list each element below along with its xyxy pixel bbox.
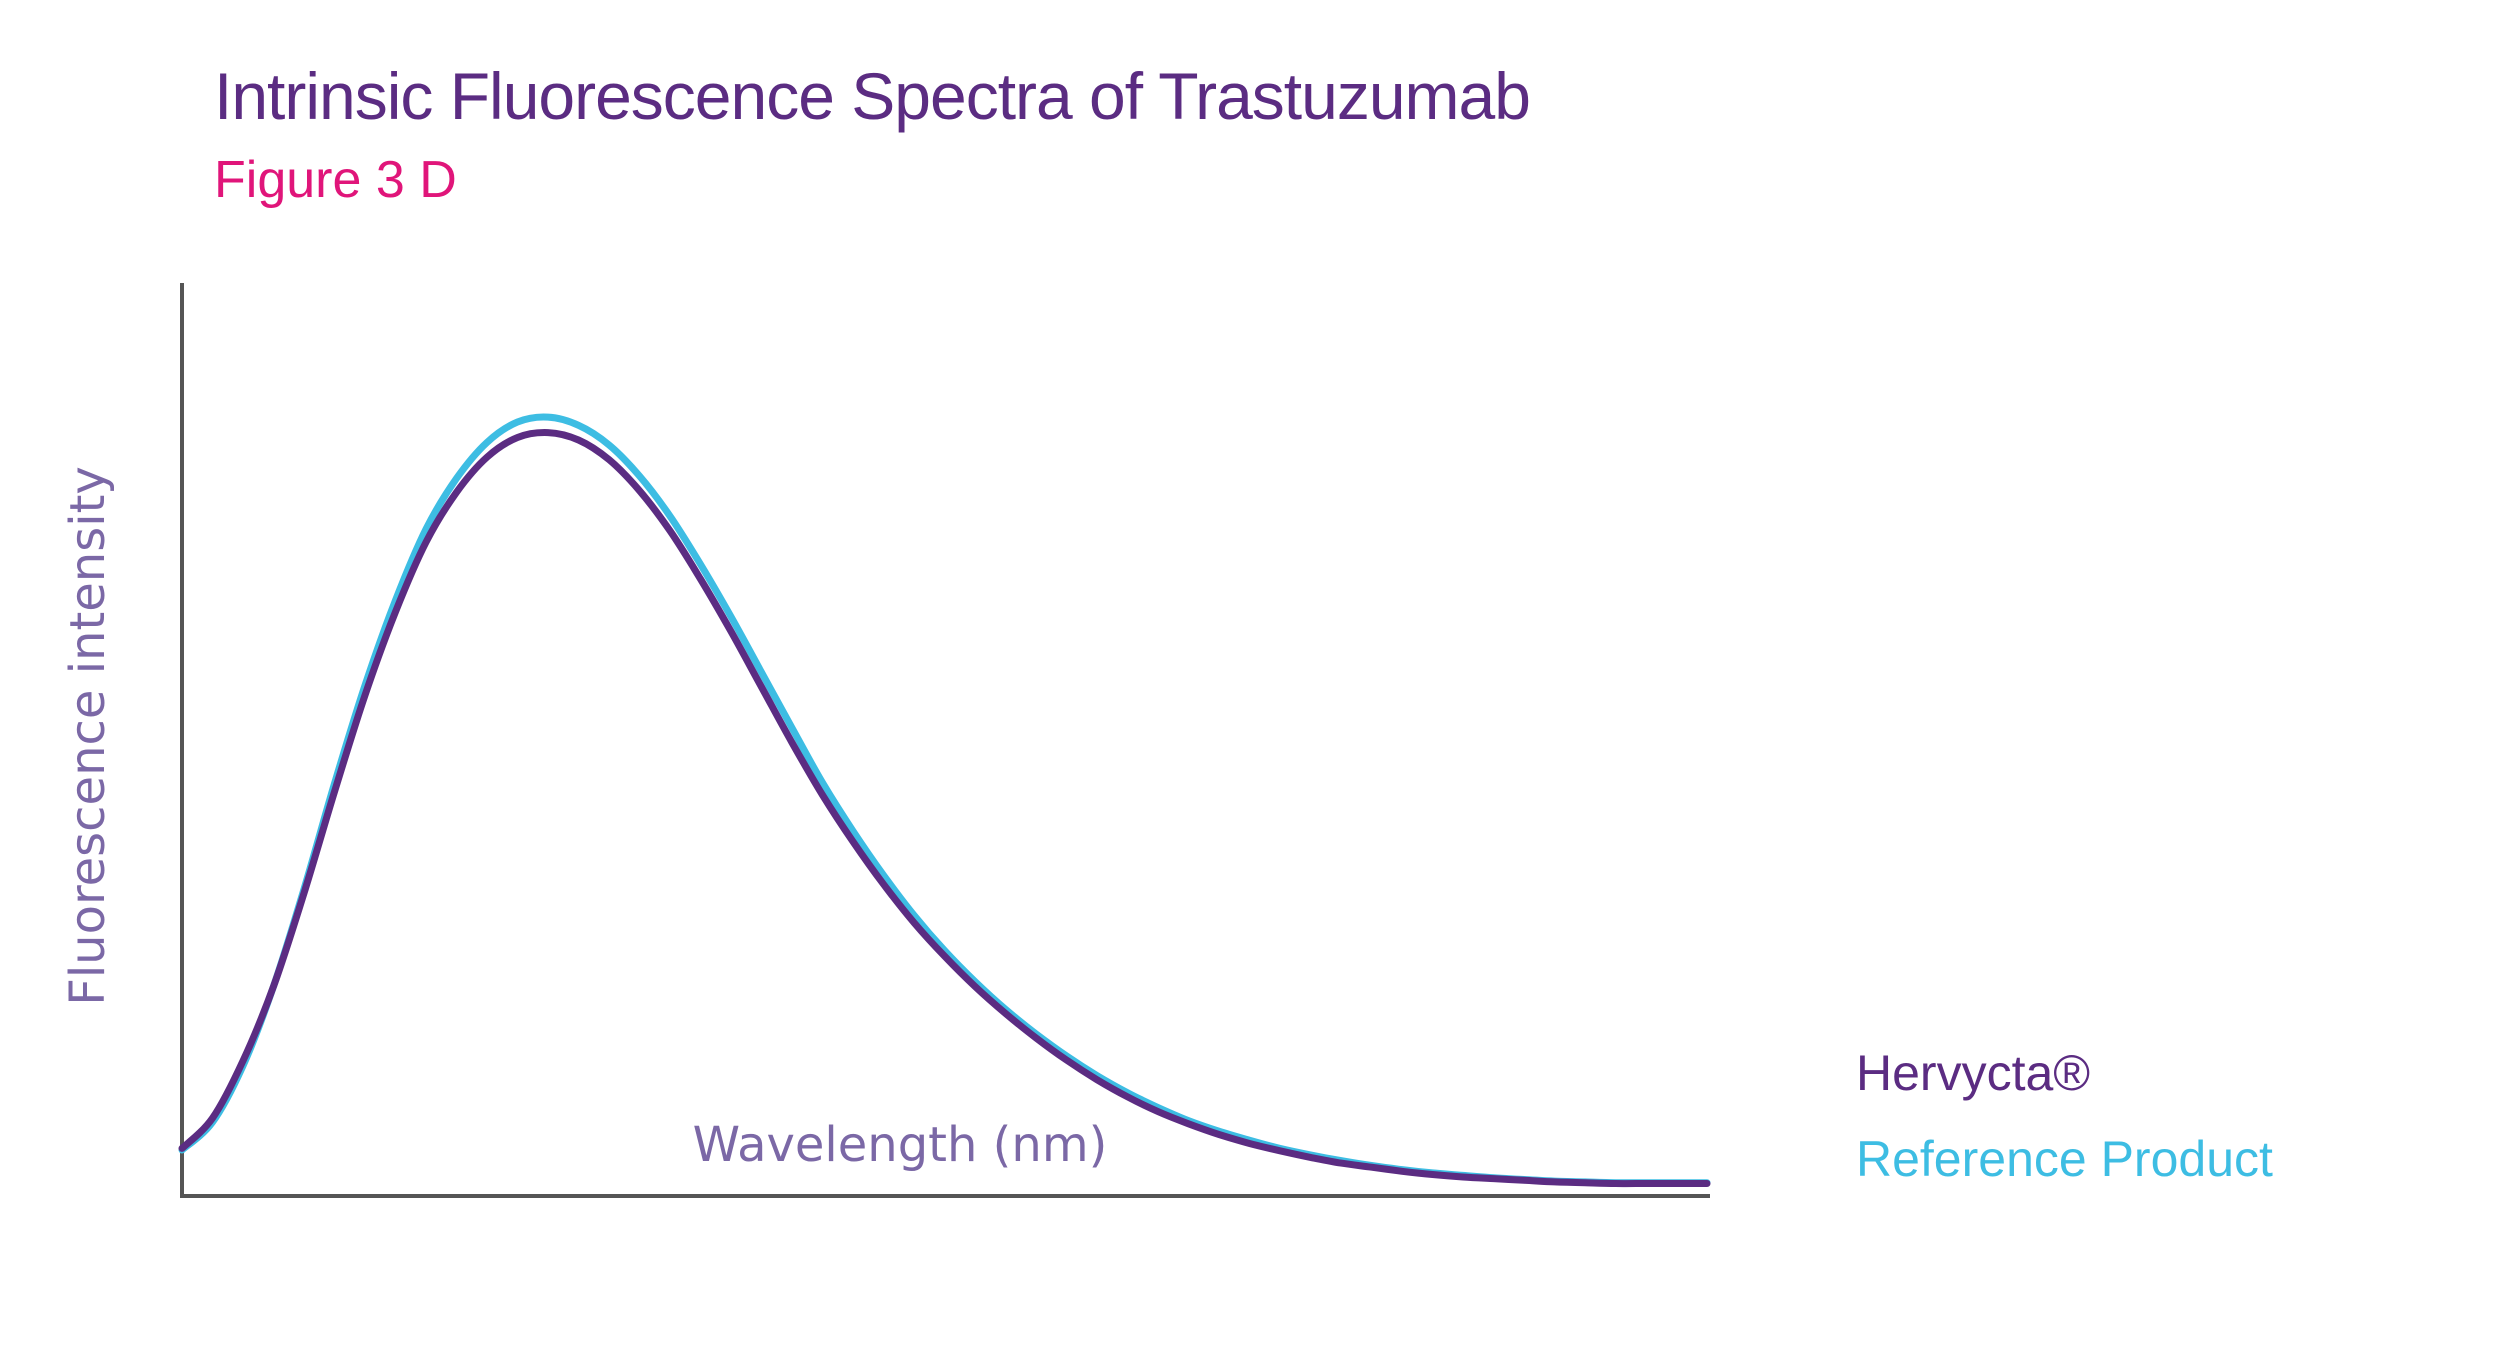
legend: Hervycta® Reference Product [1856, 1030, 2273, 1202]
legend-item-reference-product: Reference Product [1856, 1131, 2273, 1187]
y-axis-label: Fluorescence intensity [60, 466, 116, 1006]
series-line-hervycta [178, 429, 1711, 1188]
x-axis-label: Wavelength (nm) [693, 1117, 1108, 1173]
series-layer [178, 413, 1711, 1188]
figure-subtitle: Figure 3 D [214, 151, 457, 209]
legend-item-hervycta: Hervycta® [1856, 1045, 2091, 1101]
series-line-reference-product [178, 413, 1711, 1187]
chart-title: Intrinsic Fluorescence Spectra of Trastu… [214, 59, 1531, 133]
